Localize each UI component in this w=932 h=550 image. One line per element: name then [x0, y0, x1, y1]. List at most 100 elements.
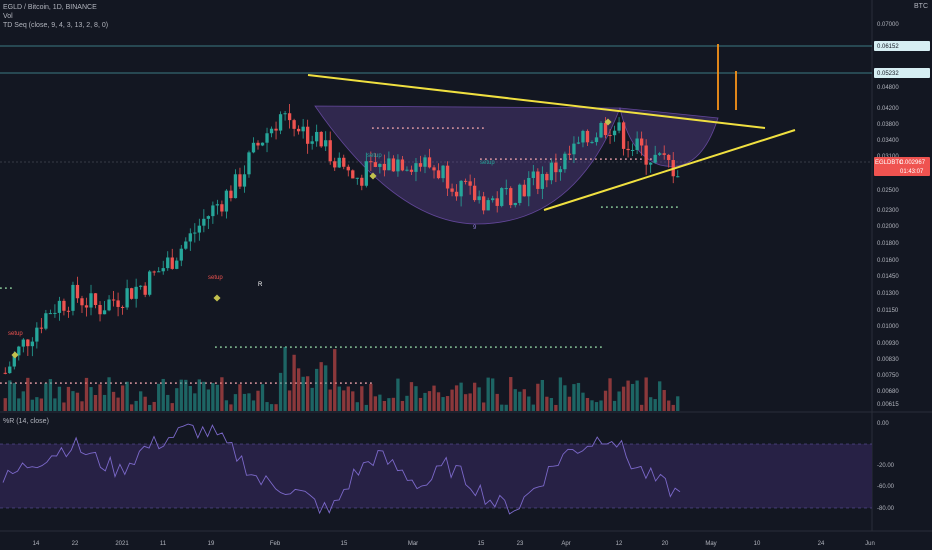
td-support-dots — [671, 206, 673, 208]
td-support-dots — [295, 346, 297, 348]
td-resistance-dots — [540, 158, 542, 160]
td-support-dots — [595, 346, 597, 348]
td-resistance-dots — [240, 382, 242, 384]
volume-bar — [193, 393, 197, 411]
volume-bar — [89, 387, 93, 411]
candle-body — [391, 158, 396, 172]
candle-body — [166, 257, 170, 269]
candle-body — [157, 271, 161, 273]
volume-bar — [170, 403, 174, 411]
time-tick-label: 22 — [72, 541, 79, 547]
price-tick-label: 0.00930 — [877, 341, 899, 347]
candle-body — [649, 162, 653, 165]
volume-bar — [129, 404, 134, 411]
td-support-dots — [395, 346, 397, 348]
volume-bar — [30, 399, 34, 411]
candle-body — [491, 198, 495, 201]
td-support-dots — [510, 346, 512, 348]
current-symbol: EGLDBTC — [875, 160, 904, 166]
td-resistance-dots — [245, 382, 247, 384]
candle-body — [427, 157, 432, 168]
td-resistance-dots — [205, 382, 207, 384]
td-support-dots — [350, 346, 352, 348]
candle-body — [197, 225, 201, 233]
candle-body — [111, 299, 116, 301]
candle-body — [305, 126, 310, 144]
setup-diamond — [604, 118, 612, 126]
volume-bar — [635, 380, 639, 411]
volume-bar — [296, 368, 301, 411]
td-support-dots — [405, 346, 407, 348]
td-resistance-dots — [290, 382, 292, 384]
td-resistance-dots — [110, 382, 112, 384]
td-resistance-dots — [20, 382, 22, 384]
volume-bar — [563, 385, 567, 411]
td-resistance-dots — [140, 382, 142, 384]
td-support-dots — [5, 287, 7, 289]
td-resistance-dots — [275, 382, 277, 384]
td-resistance-dots — [105, 382, 107, 384]
volume-bar — [621, 386, 626, 411]
current-price: 0.002967 — [900, 160, 926, 166]
td-support-dots — [385, 346, 387, 348]
td-resistance-dots — [452, 127, 454, 129]
td-support-dots — [315, 346, 317, 348]
candle-body — [26, 339, 30, 347]
td-resistance-dots — [372, 127, 374, 129]
candle-body — [202, 218, 206, 226]
volume-bar — [445, 396, 450, 411]
td-support-dots — [465, 346, 467, 348]
setup-label: setup — [8, 331, 23, 337]
time-tick-label: 10 — [754, 541, 761, 547]
volume-bar — [211, 383, 215, 411]
volume-bar — [278, 372, 283, 411]
td-support-dots — [420, 346, 422, 348]
candle-body — [229, 190, 233, 199]
volume-bar — [436, 392, 441, 411]
volume-bar — [351, 391, 355, 411]
osc-tick-label: -20.00 — [877, 463, 895, 469]
volume-bar — [139, 391, 143, 411]
volume-bar — [269, 404, 274, 411]
candle-body — [360, 177, 364, 186]
td-resistance-dots — [467, 127, 469, 129]
price-tick-label: 0.01800 — [877, 241, 899, 247]
candle-body — [495, 198, 499, 206]
volume-bar — [590, 400, 594, 411]
td-support-dots — [580, 346, 582, 348]
td-support-dots — [616, 206, 618, 208]
td-resistance-dots — [640, 158, 642, 160]
volume-bar — [305, 376, 310, 411]
volume-bar — [238, 384, 242, 411]
candle-body — [382, 163, 387, 171]
td-resistance-dots — [610, 158, 612, 160]
td-support-dots — [555, 346, 557, 348]
candle-body — [400, 159, 405, 171]
candle-body — [518, 184, 522, 203]
candle-body — [30, 341, 34, 347]
td-support-dots — [390, 346, 392, 348]
td-support-dots — [460, 346, 462, 348]
vol-legend: Vol — [3, 13, 13, 20]
volume-bar — [125, 381, 129, 411]
volume-bar — [188, 386, 192, 411]
volume-bar — [369, 383, 373, 411]
td-resistance-dots — [5, 382, 7, 384]
volume-bar — [134, 400, 138, 411]
candle-body — [378, 163, 382, 167]
td-support-dots — [440, 346, 442, 348]
volume-bar — [39, 398, 44, 411]
td-resistance-dots — [615, 158, 617, 160]
volume-bar — [229, 404, 233, 411]
candle-body — [364, 161, 368, 186]
td-support-dots — [445, 346, 447, 348]
td-support-dots — [335, 346, 337, 348]
time-tick-label: Feb — [270, 541, 281, 547]
candle-body — [139, 285, 143, 287]
price-tick-label: 0.04800 — [877, 85, 899, 91]
td-support-dots — [235, 346, 237, 348]
volume-bar — [57, 386, 62, 411]
td-support-dots — [601, 206, 603, 208]
